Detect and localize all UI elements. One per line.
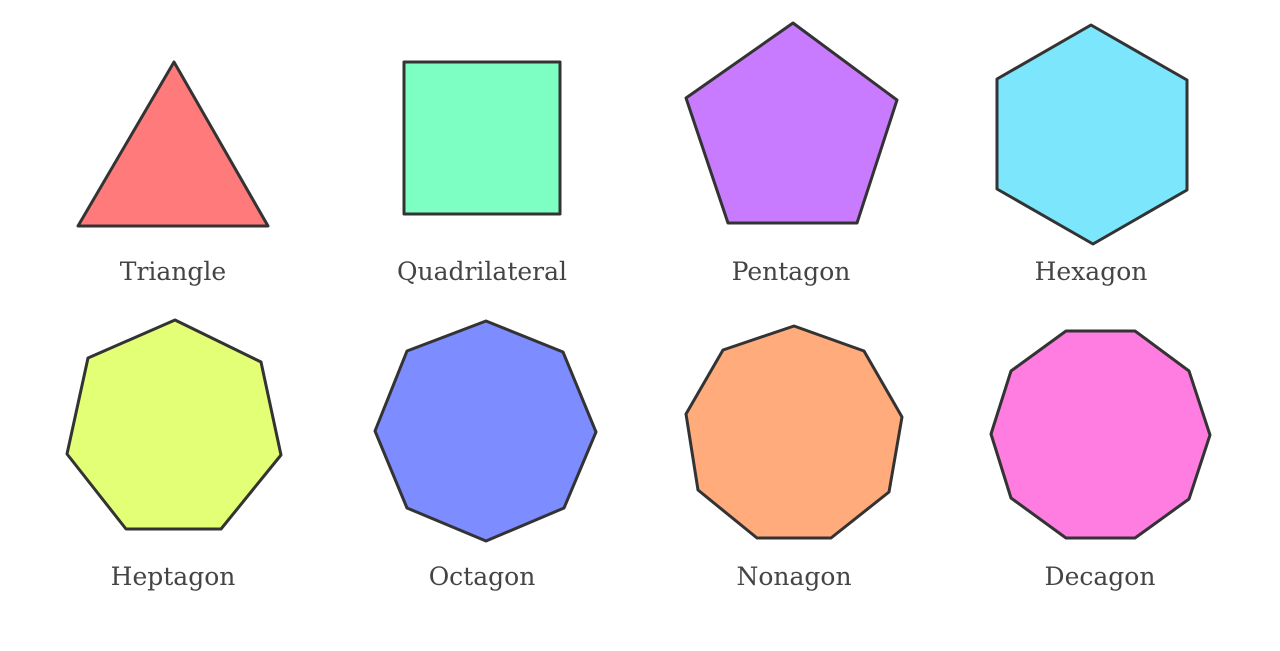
nonagon-label: Nonagon xyxy=(736,562,852,591)
heptagon-label: Heptagon xyxy=(110,562,236,591)
triangle-shape xyxy=(76,60,270,228)
octagon-shape xyxy=(373,319,598,543)
heptagon-shape xyxy=(65,318,283,531)
quadrilateral-shape xyxy=(402,60,562,216)
pentagon-label: Pentagon xyxy=(731,257,851,286)
decagon-label: Decagon xyxy=(1044,562,1156,591)
hexagon-shape xyxy=(995,23,1189,246)
pentagon-shape xyxy=(684,21,899,225)
octagon-label: Octagon xyxy=(428,562,536,591)
hexagon-label: Hexagon xyxy=(1034,257,1148,286)
decagon-shape xyxy=(989,329,1212,540)
triangle-label: Triangle xyxy=(119,257,227,286)
quadrilateral-label: Quadrilateral xyxy=(396,257,568,286)
nonagon-shape xyxy=(684,324,904,540)
